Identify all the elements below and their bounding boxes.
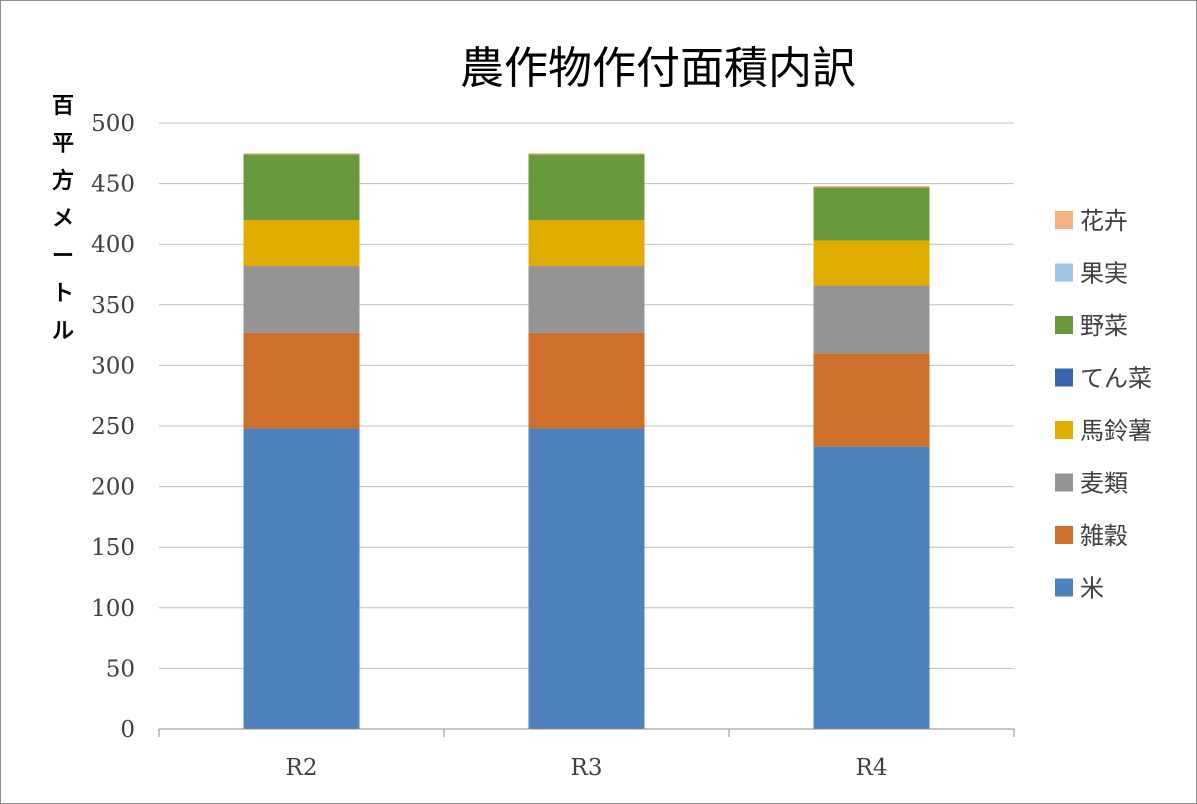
y-tick-label: 500 <box>91 111 135 137</box>
legend-label: 雑穀 <box>1080 522 1128 550</box>
y-axis-label-char: 百 <box>52 93 74 119</box>
legend-label: 米 <box>1080 575 1104 603</box>
legend-label: 果実 <box>1080 260 1128 288</box>
legend-swatch <box>1055 473 1073 492</box>
legend-swatch <box>1055 368 1073 387</box>
legend-swatch <box>1055 421 1073 439</box>
legend-swatch <box>1055 263 1073 282</box>
bar-segment <box>243 153 360 155</box>
y-axis-label-char: ル <box>52 318 74 344</box>
legend-label: 野菜 <box>1080 312 1128 340</box>
bar-segment <box>813 187 930 241</box>
legend-label: てん菜 <box>1080 365 1152 393</box>
x-tick-label: R3 <box>571 755 603 781</box>
y-tick-labels: 0 50 100 150 200 250 300 350 400 450 500 <box>91 111 135 743</box>
bar-segment <box>243 266 360 333</box>
y-axis-label-char: ト <box>52 281 74 307</box>
bar-segment <box>528 219 645 267</box>
x-tick-label: R4 <box>856 755 888 781</box>
y-tick-label: 350 <box>91 293 135 319</box>
y-axis-label-char: メ <box>52 206 74 232</box>
bar-segment <box>528 428 645 729</box>
x-tick-labels: R2 R3 R4 <box>286 755 888 781</box>
y-tick-label: 0 <box>120 717 135 743</box>
bar-segment <box>528 153 645 155</box>
chart-title: 農作物作付面積内訳 <box>460 43 856 94</box>
bar-segment <box>813 353 930 447</box>
legend-swatch <box>1055 211 1073 229</box>
legend-label: 花卉 <box>1080 207 1128 235</box>
x-tick-label: R2 <box>286 755 318 781</box>
y-axis-label-char: 方 <box>52 168 74 194</box>
bar-segment <box>528 332 645 429</box>
legend-swatch <box>1055 316 1073 334</box>
y-tick-label: 450 <box>91 172 135 198</box>
y-axis-label-char: 平 <box>52 131 74 157</box>
legend-label: 麦類 <box>1080 470 1128 498</box>
bar-segment <box>813 446 930 729</box>
x-axis <box>158 728 1015 737</box>
y-tick-label: 150 <box>91 535 135 561</box>
y-tick-label: 400 <box>91 232 135 258</box>
legend-swatch <box>1055 526 1073 544</box>
y-tick-label: 50 <box>106 656 135 682</box>
y-tick-label: 300 <box>91 353 135 379</box>
y-tick-label: 200 <box>91 475 135 501</box>
bar-segment <box>813 186 930 188</box>
bar-segment <box>528 266 645 333</box>
y-tick-label: 250 <box>91 414 135 440</box>
bars <box>243 153 930 729</box>
bar-segment <box>243 332 360 429</box>
bar-segment <box>243 154 360 220</box>
legend-label: 馬鈴薯 <box>1080 417 1152 445</box>
y-axis-label-char: ー <box>52 243 74 269</box>
bar-segment <box>243 219 360 267</box>
legend-swatch <box>1055 578 1073 597</box>
bar-segment <box>528 154 645 220</box>
bar-segment <box>243 428 360 729</box>
bar-segment <box>813 285 930 354</box>
y-tick-label: 100 <box>91 596 135 622</box>
bar-segment <box>813 240 930 286</box>
